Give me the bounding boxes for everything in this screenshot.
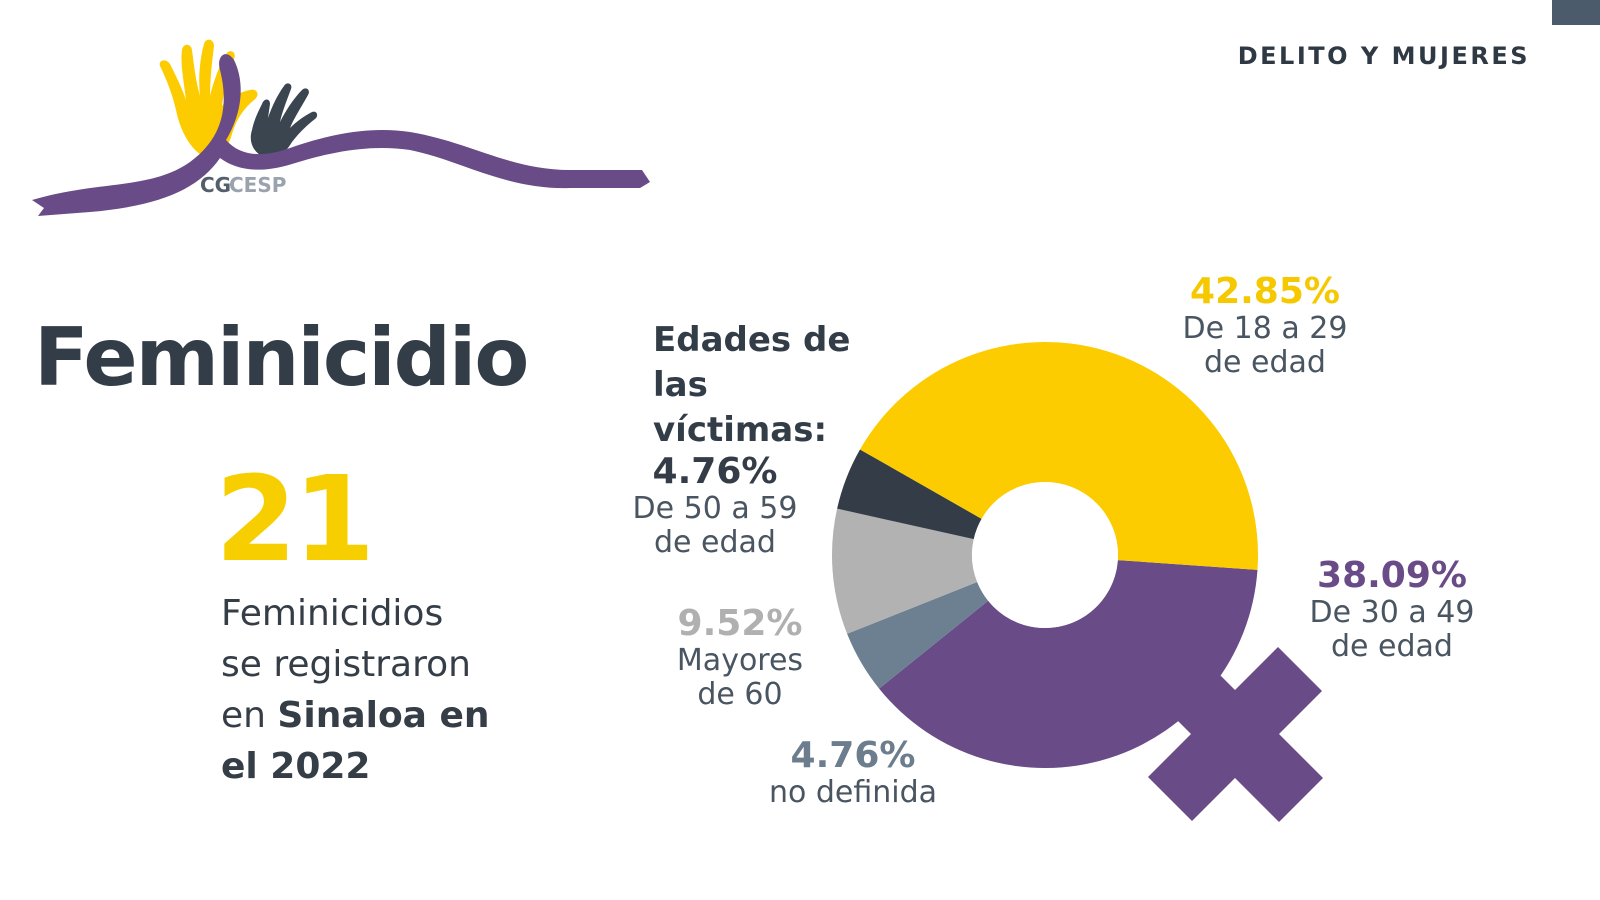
desc-line-4: el 2022 [221, 741, 541, 792]
feminicide-count: 21 [215, 450, 375, 588]
yellow-hand-icon [159, 39, 258, 158]
desc-line-2: se registraron [221, 644, 471, 685]
logo-text-cesp: CESP [229, 173, 286, 197]
slice-label-4: 4.76% De 50 a 59 de edad [620, 452, 810, 560]
section-label: DELITO Y MUJERES [1237, 42, 1530, 70]
ribbon-icon [32, 54, 650, 217]
slice-caption-0: De 18 a 29 de edad [1182, 311, 1348, 380]
page-title: Feminicidio [34, 311, 529, 404]
donut-slice-1 [879, 560, 1258, 769]
slice-caption-1: De 30 a 49 de edad [1309, 595, 1475, 664]
slice-label-0: 42.85% De 18 a 29 de edad [1150, 272, 1380, 380]
donut-slice-3 [832, 508, 978, 634]
chart-title: Edades de las víctimas: [653, 320, 851, 450]
corner-accent [1552, 0, 1600, 25]
slice-label-1: 38.09% De 30 a 49 de edad [1292, 556, 1492, 664]
donut-slice-4 [837, 449, 982, 540]
slice-caption-4: De 50 a 59 de edad [632, 491, 798, 560]
slice-percent-0: 42.85% [1190, 271, 1340, 312]
dark-hand-icon [250, 83, 318, 159]
donut-hole [972, 482, 1118, 628]
slice-percent-3: 9.52% [677, 603, 803, 644]
desc-line-3-bold: Sinaloa en [277, 695, 490, 736]
count-description: Feminicidios se registraron en Sinaloa e… [221, 588, 541, 792]
donut-slice-0 [859, 341, 1259, 570]
slice-caption-2: no definida [768, 775, 938, 810]
slice-percent-1: 38.09% [1317, 555, 1467, 596]
desc-line-4-bold: el 2022 [221, 746, 371, 787]
cgcesp-logo: CG CESP [32, 39, 650, 217]
logo-text-cg: CG [200, 173, 231, 197]
slice-percent-4: 4.76% [652, 451, 778, 492]
slice-label-3: 9.52% Mayores de 60 [650, 604, 830, 712]
desc-line-3: en Sinaloa en [221, 690, 541, 741]
donut-slice-2 [847, 582, 989, 689]
slice-percent-2: 4.76% [790, 735, 916, 776]
desc-line-1: Feminicidios [221, 593, 444, 634]
slice-caption-3: Mayores de 60 [676, 643, 804, 712]
desc-line-3-plain: en [221, 695, 278, 736]
slice-label-2: 4.76% no definida [738, 736, 968, 810]
